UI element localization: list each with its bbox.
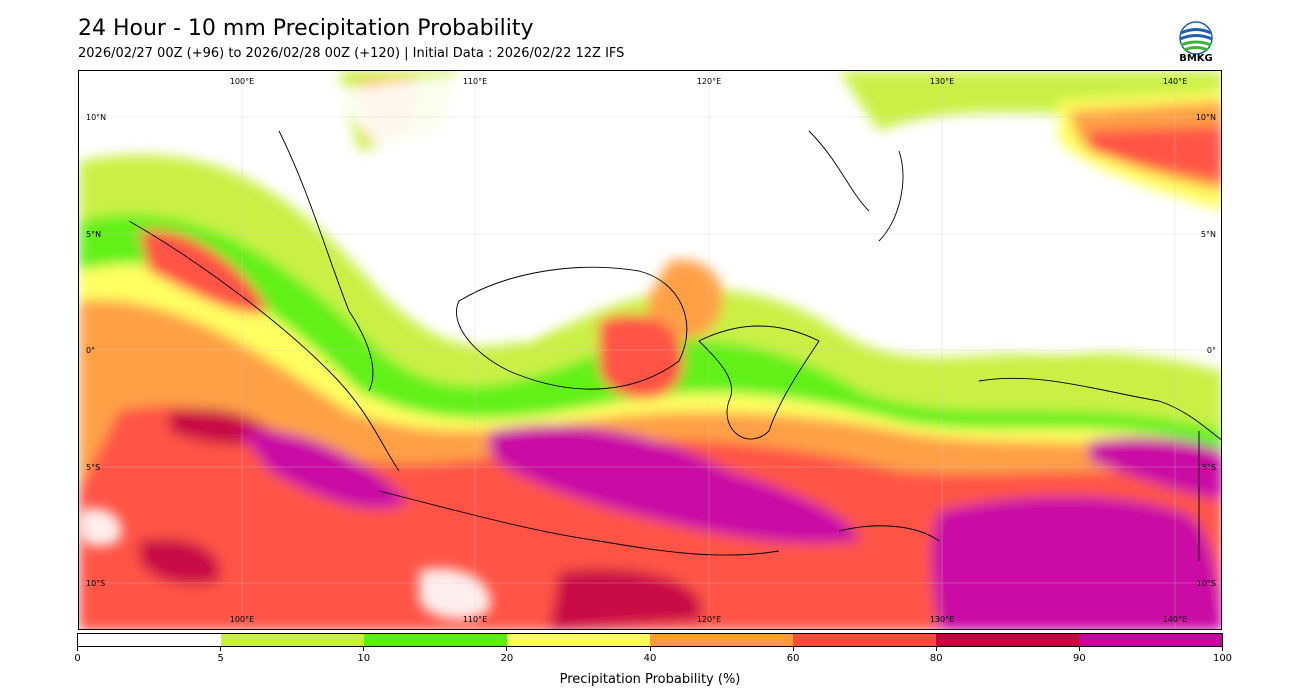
lon-label-bottom: 120°E bbox=[697, 615, 721, 624]
colorbar-tick bbox=[1078, 646, 1080, 651]
colorbar-segment bbox=[78, 634, 221, 646]
lat-label-right: 0° bbox=[1207, 346, 1216, 355]
lon-label-top: 130°E bbox=[930, 77, 954, 86]
lon-label-top: 120°E bbox=[697, 77, 721, 86]
colorbar-title: Precipitation Probability (%) bbox=[559, 672, 741, 687]
colorbar-tick-label: 10 bbox=[357, 653, 371, 664]
bmkg-logo-text: BMKG bbox=[1179, 53, 1213, 64]
lat-label-left: 0° bbox=[86, 346, 95, 355]
lat-label-left: 5°N bbox=[86, 230, 101, 239]
map-title: 24 Hour - 10 mm Precipitation Probabilit… bbox=[78, 16, 534, 41]
colorbar bbox=[77, 633, 1223, 647]
colorbar-segment bbox=[364, 634, 507, 646]
colorbar-segment bbox=[507, 634, 650, 646]
lon-label-bottom: 140°E bbox=[1163, 615, 1187, 624]
lon-label-bottom: 130°E bbox=[930, 615, 954, 624]
lat-label-right: 10°S bbox=[1197, 579, 1216, 588]
colorbar-segment bbox=[793, 634, 936, 646]
colorbar-tick-label: 20 bbox=[500, 653, 514, 664]
colorbar-segment bbox=[936, 634, 1079, 646]
lon-label-bottom: 110°E bbox=[463, 615, 487, 624]
precipitation-map: 100°E 110°E 120°E 130°E 140°E 100°E 110°… bbox=[78, 70, 1222, 630]
precipitation-field: 100°E 110°E 120°E 130°E 140°E 100°E 110°… bbox=[79, 71, 1221, 629]
lat-label-right: 10°N bbox=[1196, 113, 1216, 122]
lat-label-right: 5°S bbox=[1202, 463, 1216, 472]
lat-label-left: 10°N bbox=[86, 113, 106, 122]
colorbar-tick-label: 80 bbox=[929, 653, 943, 664]
lon-label-top: 140°E bbox=[1163, 77, 1187, 86]
colorbar-tick bbox=[506, 646, 508, 651]
colorbar-tick bbox=[792, 646, 794, 651]
colorbar-segment bbox=[221, 634, 364, 646]
lat-label-left: 5°S bbox=[86, 463, 100, 472]
colorbar-tick bbox=[220, 646, 222, 651]
colorbar-tick bbox=[1222, 646, 1223, 651]
colorbar-segment bbox=[1079, 634, 1222, 646]
colorbar-tick bbox=[935, 646, 937, 651]
colorbar-tick-label: 40 bbox=[643, 653, 657, 664]
colorbar-tick-label: 5 bbox=[217, 653, 224, 664]
lat-label-left: 10°S bbox=[86, 579, 105, 588]
colorbar-tick-label: 90 bbox=[1073, 653, 1086, 664]
colorbar-tick-label: 60 bbox=[786, 653, 800, 664]
colorbar-tick bbox=[77, 646, 78, 651]
bmkg-logo-icon bbox=[1179, 21, 1213, 55]
colorbar-tick bbox=[649, 646, 651, 651]
lon-label-bottom: 100°E bbox=[230, 615, 254, 624]
map-subtitle: 2026/02/27 00Z (+96) to 2026/02/28 00Z (… bbox=[78, 46, 625, 61]
colorbar-tick-label: 100 bbox=[1212, 653, 1233, 664]
lon-label-top: 100°E bbox=[230, 77, 254, 86]
lat-label-right: 5°N bbox=[1201, 230, 1216, 239]
colorbar-segment bbox=[650, 634, 793, 646]
colorbar-tick-label: 0 bbox=[74, 653, 81, 664]
colorbar-tick bbox=[363, 646, 365, 651]
lon-label-top: 110°E bbox=[463, 77, 487, 86]
